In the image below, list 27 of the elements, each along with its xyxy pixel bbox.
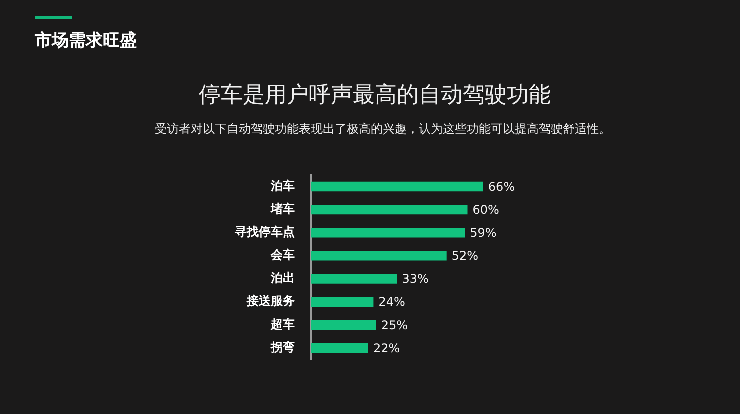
bar <box>311 343 368 354</box>
y-tick-label: 堵车 <box>270 202 295 216</box>
chart-subtitle: 受访者对以下自动驾驶功能表现出了极高的兴趣，认为这些功能可以提高驾驶舒适性。 <box>154 121 612 138</box>
data-label: 52% <box>452 249 479 264</box>
bar <box>311 204 468 215</box>
y-tick-label: 泊出 <box>270 271 295 286</box>
data-label: 25% <box>381 318 408 332</box>
data-label: 24% <box>378 295 406 310</box>
text: 市场需求旺盛 <box>35 30 137 52</box>
y-tick-label: 接送服务 <box>246 294 295 308</box>
chart-title: 停车是用户呼声最高的自动驾驶功能 <box>198 82 552 110</box>
bar <box>311 251 447 261</box>
data-label: 33% <box>402 272 429 286</box>
y-tick-label: 拐弯 <box>270 340 295 354</box>
data-label: 60% <box>472 202 500 217</box>
bar <box>311 320 376 330</box>
bar <box>311 274 398 284</box>
y-tick-label: 会车 <box>270 248 295 262</box>
bar <box>311 297 374 307</box>
y-tick-label: 寻找停车点 <box>234 225 295 240</box>
bar <box>311 182 484 192</box>
data-label: 22% <box>373 341 400 356</box>
y-tick-label: 超车 <box>270 317 295 332</box>
data-label: 59% <box>470 226 497 240</box>
data-label: 66% <box>488 180 516 194</box>
y-tick-label: 泊车 <box>270 178 295 193</box>
bar <box>311 228 466 238</box>
